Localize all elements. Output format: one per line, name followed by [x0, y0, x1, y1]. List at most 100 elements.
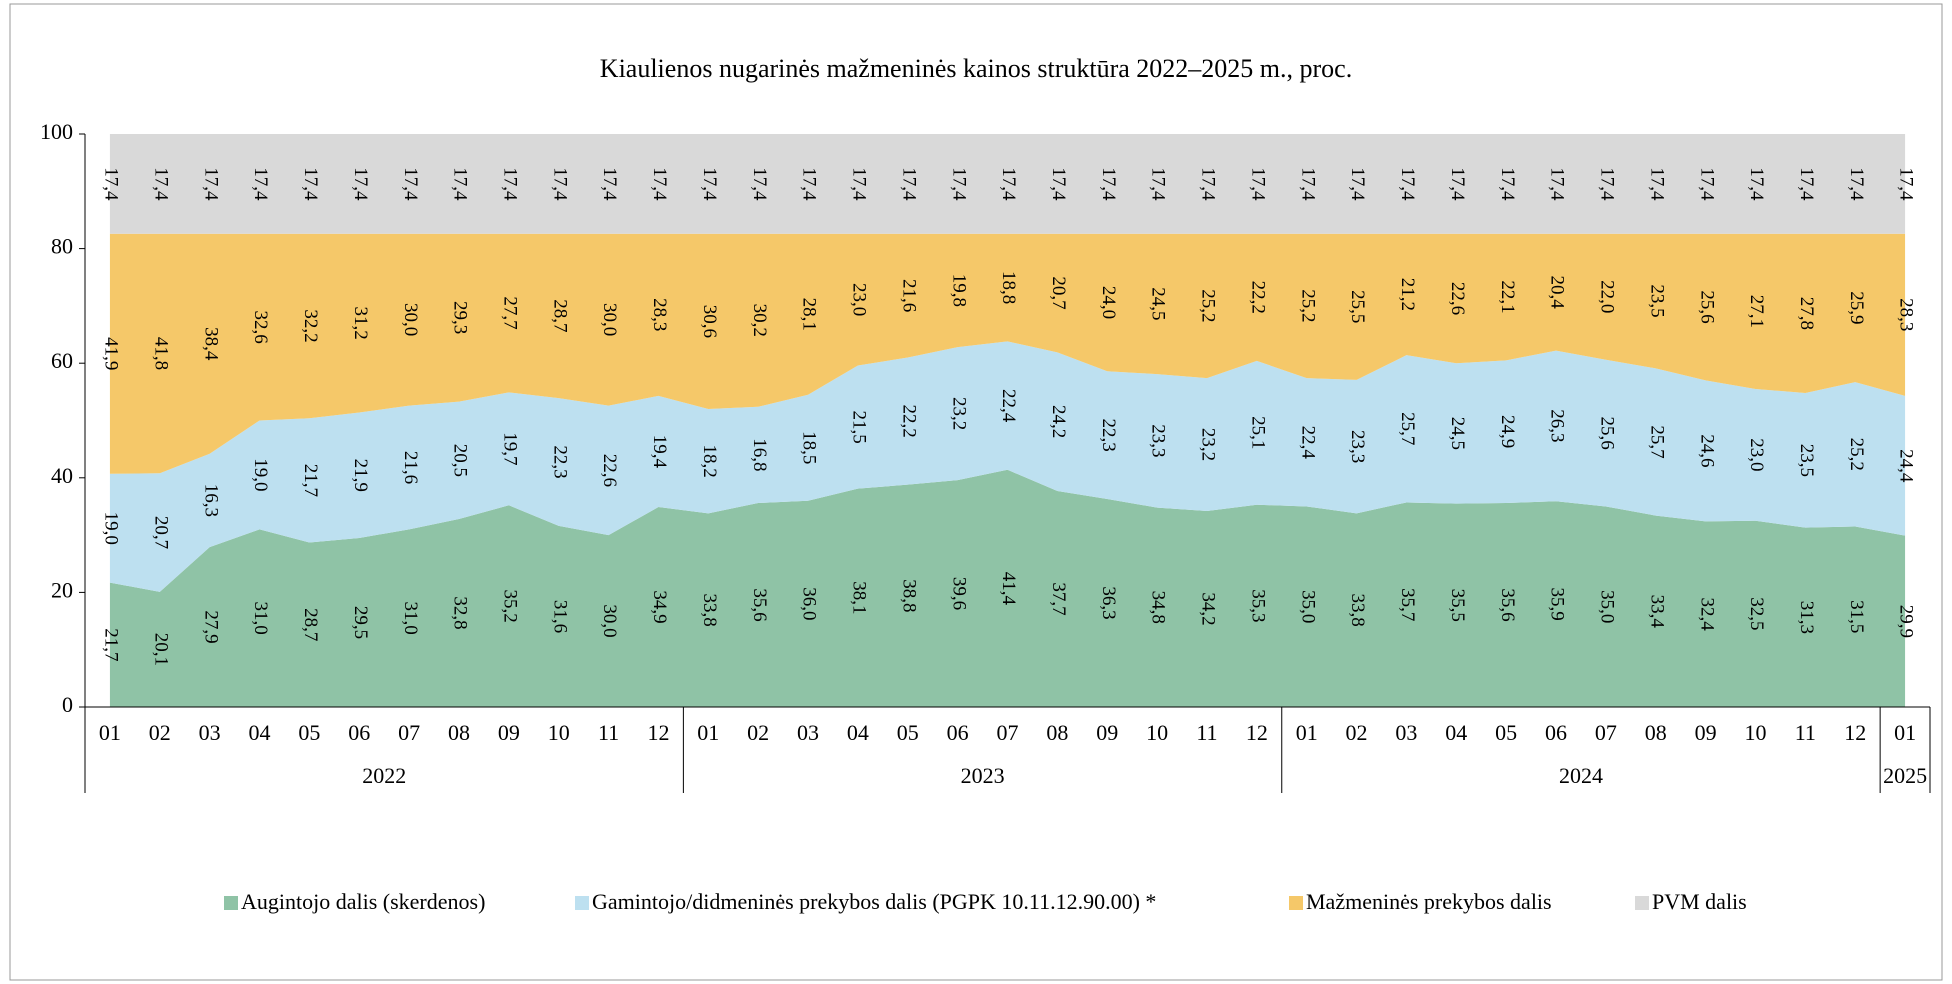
- value-label: 20,1: [150, 633, 171, 666]
- value-label: 30,2: [749, 304, 770, 337]
- value-label: 34,8: [1148, 591, 1169, 624]
- value-label: 28,7: [300, 608, 321, 641]
- value-label: 22,3: [1098, 418, 1119, 451]
- value-label: 35,0: [1297, 590, 1318, 623]
- value-label: 19,8: [948, 274, 969, 307]
- y-tick-label: 80: [51, 234, 73, 259]
- value-label: 20,7: [1048, 276, 1069, 309]
- value-label: 27,8: [1796, 297, 1817, 330]
- chart-title: Kiaulienos nugarinės mažmeninės kainos s…: [600, 54, 1352, 83]
- value-label: 19,4: [649, 435, 670, 469]
- group-label: 2023: [961, 763, 1005, 788]
- value-label: 17,4: [1347, 167, 1368, 201]
- value-label: 35,9: [1547, 588, 1568, 621]
- value-label: 35,6: [749, 588, 770, 621]
- value-label: 34,2: [1198, 592, 1219, 625]
- value-label: 21,6: [898, 279, 919, 312]
- x-tick-label: 03: [199, 720, 221, 745]
- value-label: 23,2: [948, 397, 969, 430]
- value-label: 16,3: [200, 484, 221, 517]
- value-label: 17,4: [898, 167, 919, 201]
- value-label: 36,0: [799, 587, 820, 620]
- group-label: 2024: [1559, 763, 1603, 788]
- legend-label: Mažmeninės prekybos dalis: [1306, 889, 1552, 914]
- area: [109, 134, 1906, 234]
- value-label: 32,4: [1696, 598, 1717, 632]
- value-label: 35,7: [1397, 588, 1418, 621]
- area: [109, 341, 1906, 592]
- x-tick-label: 08: [448, 720, 470, 745]
- value-label: 28,7: [549, 299, 570, 332]
- value-label: 22,4: [998, 389, 1019, 423]
- value-label: 17,4: [1247, 167, 1268, 201]
- x-tick-label: 01: [1894, 720, 1916, 745]
- value-label: 25,7: [1397, 412, 1418, 445]
- value-label: 17,4: [998, 167, 1019, 201]
- x-tick-label: 12: [1844, 720, 1866, 745]
- value-label: 22,6: [1447, 282, 1468, 315]
- value-label: 17,4: [1846, 167, 1867, 201]
- x-tick-label: 07: [1595, 720, 1617, 745]
- value-label: 17,4: [649, 167, 670, 201]
- value-label: 17,4: [1696, 167, 1717, 201]
- area: [109, 233, 1906, 474]
- value-label: 29,9: [1896, 605, 1917, 638]
- value-label: 22,6: [599, 454, 620, 487]
- value-label: 29,3: [450, 301, 471, 334]
- legend-label: Gamintojo/didmeninės prekybos dalis (PGP…: [592, 889, 1156, 914]
- value-label: 23,2: [1198, 428, 1219, 461]
- x-tick-label: 08: [1645, 720, 1667, 745]
- value-label: 17,4: [799, 167, 820, 201]
- group-label: 2022: [362, 763, 406, 788]
- x-tick-label: 12: [647, 720, 669, 745]
- value-label: 25,2: [1297, 289, 1318, 322]
- value-label: 30,0: [599, 303, 620, 336]
- value-label: 31,6: [549, 600, 570, 633]
- value-label: 19,0: [250, 458, 271, 491]
- value-label: 23,3: [1347, 430, 1368, 463]
- value-label: 17,4: [1746, 167, 1767, 201]
- value-label: 20,4: [1547, 276, 1568, 310]
- x-tick-label: 02: [747, 720, 769, 745]
- value-label: 24,2: [1048, 405, 1069, 438]
- value-label: 21,5: [849, 410, 870, 443]
- value-label: 17,4: [1048, 167, 1069, 201]
- value-label: 24,5: [1447, 417, 1468, 450]
- x-tick-label: 10: [548, 720, 570, 745]
- value-label: 38,1: [849, 581, 870, 614]
- group-label: 2025: [1883, 763, 1927, 788]
- value-label: 17,4: [1198, 167, 1219, 201]
- value-label: 41,4: [998, 572, 1019, 606]
- value-label: 25,7: [1646, 425, 1667, 458]
- value-label: 24,0: [1098, 286, 1119, 319]
- value-label: 17,4: [1896, 167, 1917, 201]
- value-label: 23,5: [1796, 444, 1817, 477]
- value-label: 17,4: [1297, 167, 1318, 201]
- value-label: 25,6: [1597, 416, 1618, 449]
- value-label: 33,8: [1347, 594, 1368, 627]
- value-label: 21,2: [1397, 278, 1418, 311]
- x-tick-label: 01: [697, 720, 719, 745]
- value-label: 22,3: [549, 445, 570, 478]
- value-label: 25,5: [1347, 290, 1368, 323]
- value-label: 19,7: [499, 432, 520, 465]
- value-label: 17,4: [948, 167, 969, 201]
- value-label: 32,8: [450, 596, 471, 629]
- x-tick-label: 08: [1046, 720, 1068, 745]
- value-label: 17,4: [150, 167, 171, 201]
- value-label: 21,9: [350, 459, 371, 492]
- value-label: 17,4: [849, 167, 870, 201]
- value-label: 24,6: [1696, 434, 1717, 467]
- value-label: 17,4: [1397, 167, 1418, 201]
- value-label: 25,2: [1198, 289, 1219, 322]
- value-label: 24,9: [1497, 415, 1518, 448]
- value-label: 39,6: [948, 577, 969, 610]
- value-label: 17,4: [101, 167, 122, 201]
- x-tick-label: 07: [997, 720, 1019, 745]
- value-label: 32,2: [300, 309, 321, 342]
- value-label: 26,3: [1547, 409, 1568, 442]
- value-label: 17,4: [1796, 167, 1817, 201]
- value-label: 31,3: [1796, 601, 1817, 634]
- value-label: 35,5: [1447, 589, 1468, 622]
